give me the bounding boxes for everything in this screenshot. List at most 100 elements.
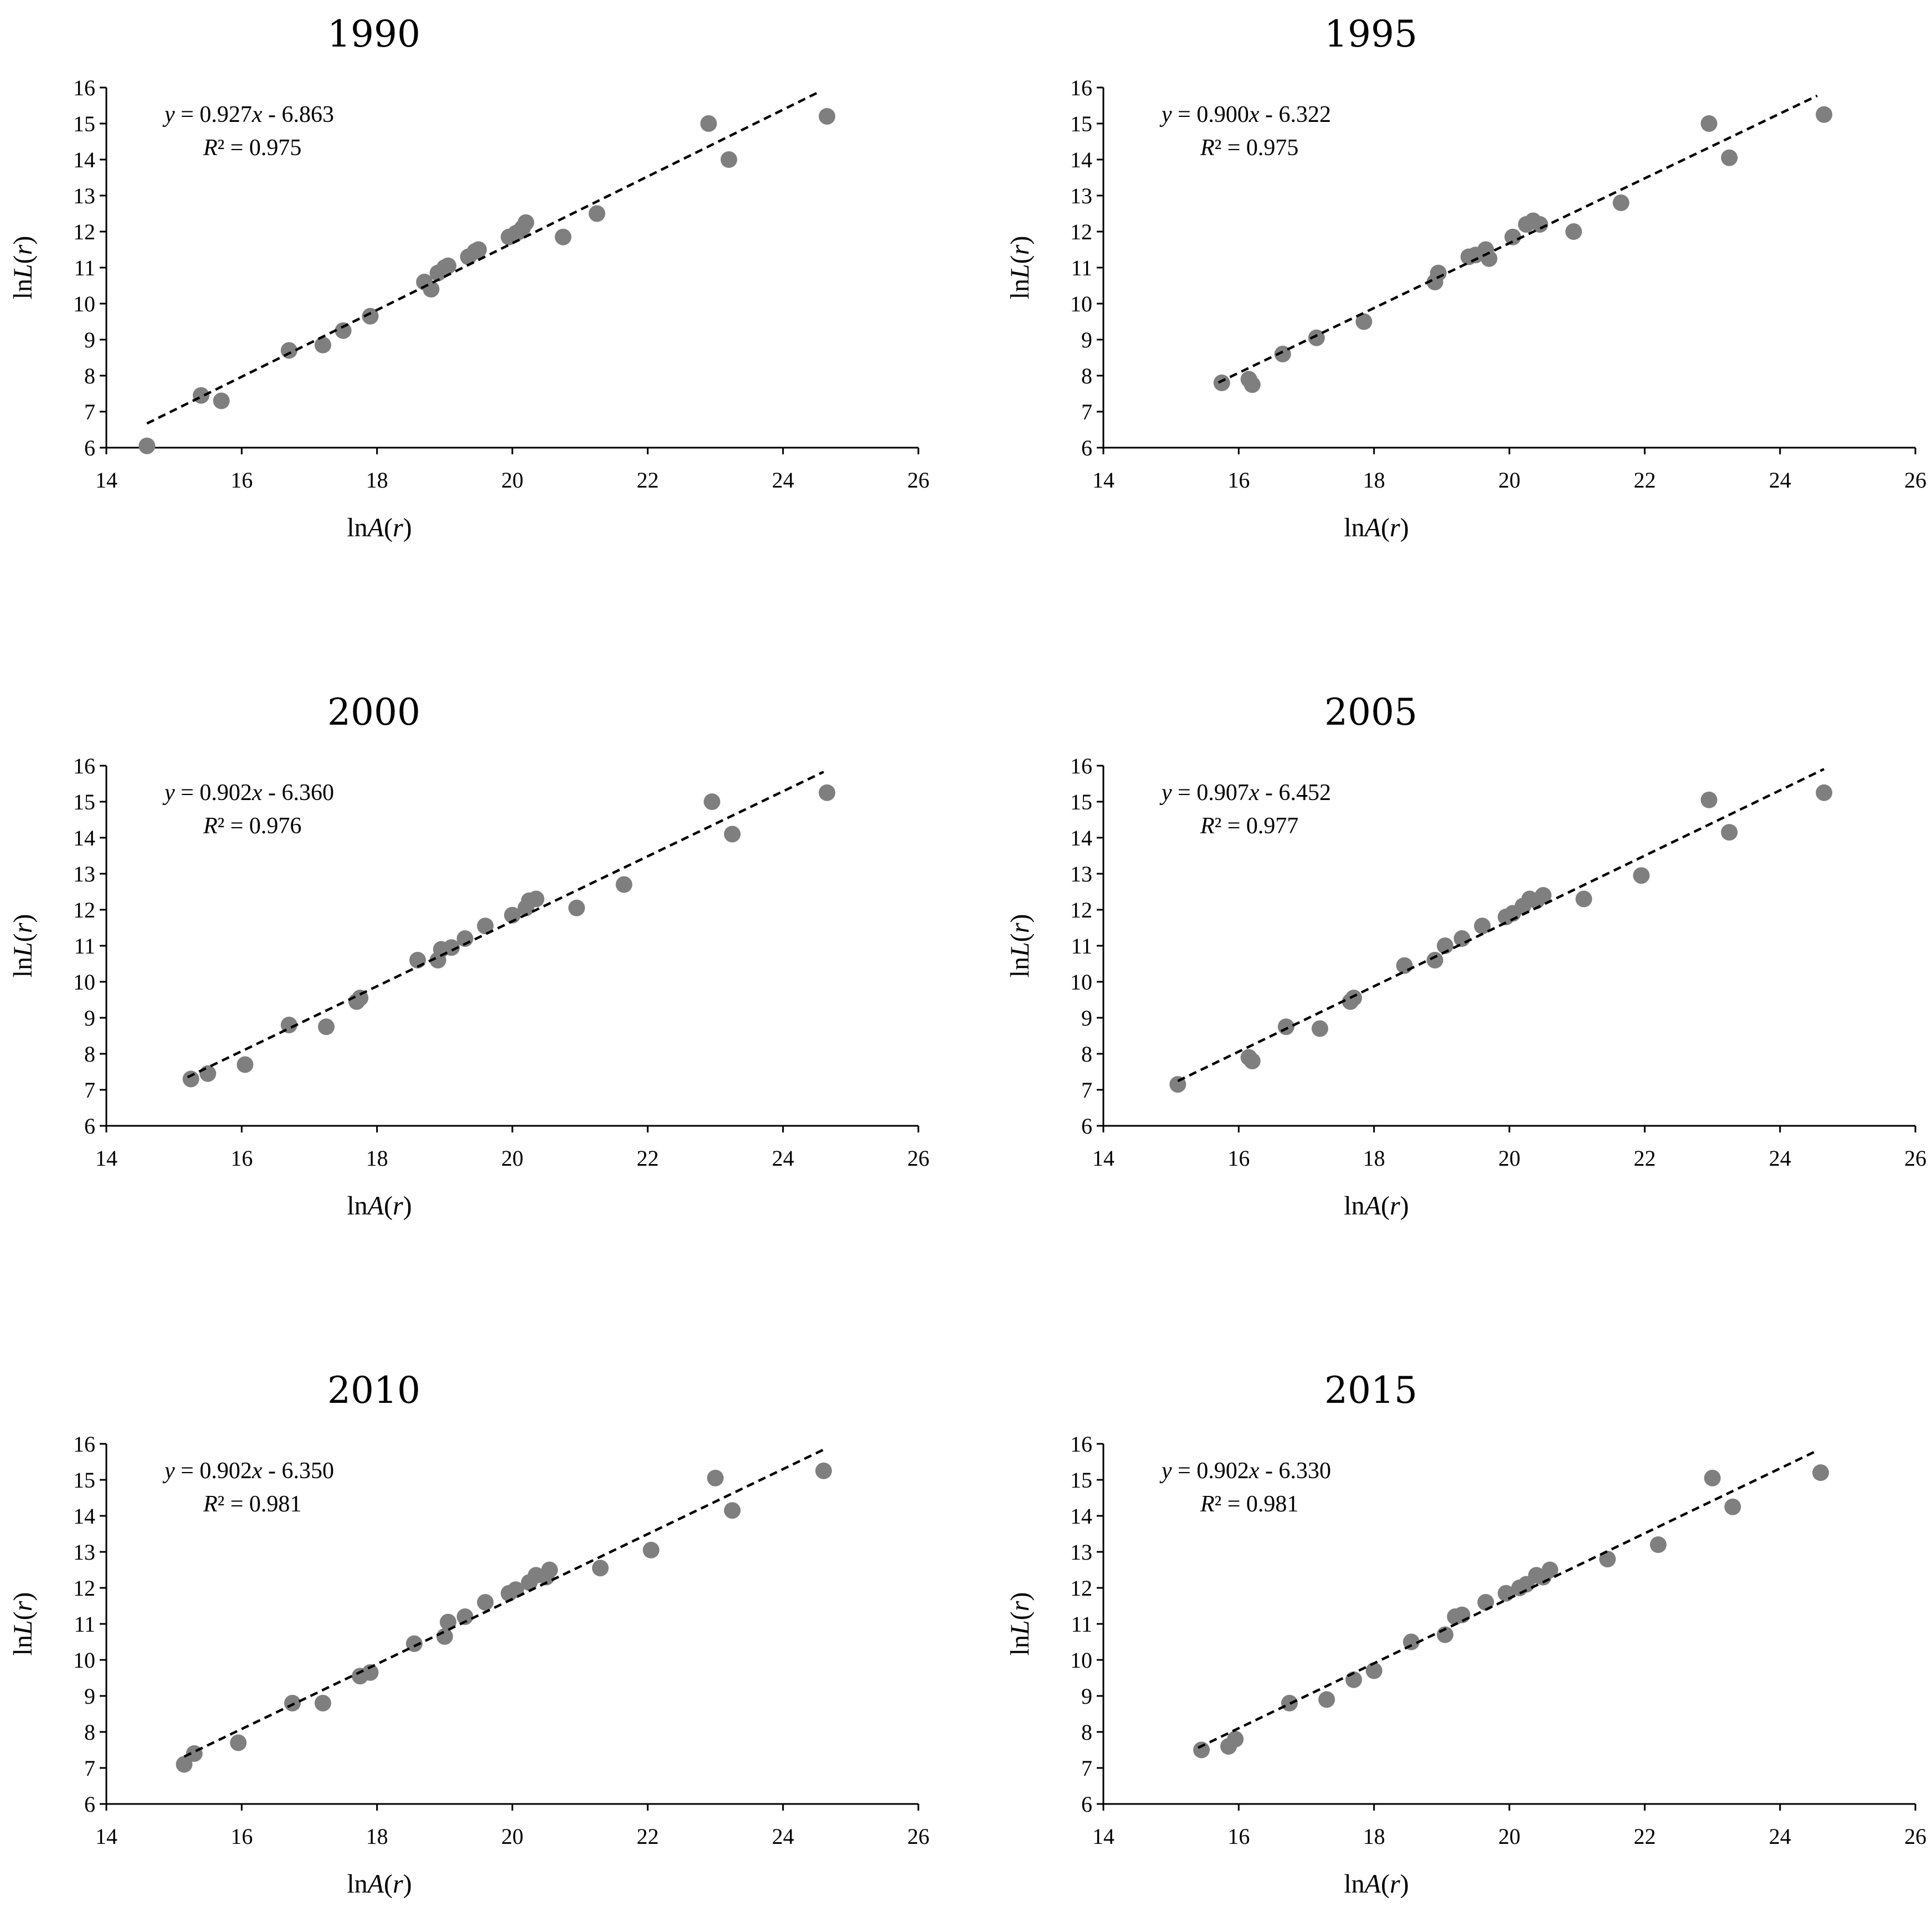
- data-point: [1436, 937, 1453, 954]
- data-point: [314, 1695, 331, 1711]
- x-tick-label: 26: [907, 468, 929, 493]
- y-axis-label-prefix: ln: [1005, 957, 1035, 977]
- y-tick-label: 13: [73, 1540, 95, 1565]
- x-tick-label: 20: [1498, 1824, 1520, 1849]
- equation-slope: = 0.927: [175, 102, 252, 127]
- data-point: [527, 890, 544, 908]
- y-axis-label-open: (: [1005, 933, 1035, 942]
- data-point: [1345, 990, 1363, 1007]
- x-axis-label-close: ): [1400, 1869, 1409, 1899]
- equation-slope: = 0.907: [1172, 780, 1249, 806]
- y-tick-label: 14: [73, 1504, 95, 1529]
- equation-intercept: - 6.452: [1260, 780, 1332, 806]
- x-tick-label: 24: [1769, 468, 1791, 493]
- y-axis-label-arg: r: [8, 922, 38, 933]
- data-point: [1535, 887, 1552, 904]
- equation-intercept: - 6.322: [1260, 102, 1332, 127]
- y-tick-label: 11: [1071, 1612, 1092, 1637]
- data-point: [724, 826, 741, 843]
- y-axis-label-close: ): [8, 236, 38, 245]
- y-axis-label: lnL(r): [1005, 236, 1035, 300]
- data-point: [700, 115, 717, 132]
- data-point: [1575, 890, 1592, 908]
- data-point: [703, 793, 721, 810]
- panel-title: 2005: [1324, 691, 1417, 734]
- x-tick-label: 14: [1092, 468, 1114, 493]
- data-point: [335, 322, 352, 339]
- data-point: [1474, 917, 1491, 935]
- y-axis-label: lnL(r): [1005, 914, 1035, 978]
- data-point: [1724, 1498, 1741, 1515]
- x-tick-label: 22: [1633, 1146, 1656, 1171]
- x-tick-label: 18: [1363, 1146, 1385, 1171]
- y-axis-label: lnL(r): [8, 914, 38, 978]
- y-tick-label: 11: [74, 255, 95, 280]
- r-squared-value: ² = 0.976: [218, 813, 302, 839]
- x-axis-label-var: A: [1363, 1869, 1381, 1899]
- y-tick-label: 13: [73, 862, 95, 886]
- y-tick-label: 12: [1070, 219, 1092, 244]
- x-axis-label-prefix: ln: [347, 1191, 367, 1221]
- x-tick-label: 20: [501, 1824, 523, 1849]
- data-point: [1213, 375, 1230, 391]
- data-point: [1311, 1020, 1328, 1037]
- x-axis-label-open: (: [384, 1869, 393, 1899]
- data-point: [815, 1462, 832, 1479]
- equation-x: x: [251, 780, 263, 806]
- r-squared: R² = 0.981: [1200, 1491, 1298, 1517]
- data-point: [1308, 329, 1325, 346]
- data-point: [504, 906, 521, 924]
- data-point: [176, 1756, 193, 1773]
- y-tick-label: 6: [1081, 1792, 1092, 1817]
- data-point: [443, 939, 460, 956]
- x-tick-label: 18: [366, 468, 388, 493]
- y-tick-label: 15: [73, 111, 95, 136]
- r-squared-value: ² = 0.981: [1215, 1491, 1299, 1517]
- trendline: [146, 90, 821, 425]
- y-tick-label: 15: [73, 790, 95, 814]
- trendline: [187, 771, 824, 1079]
- r-squared-value: ² = 0.981: [218, 1491, 302, 1517]
- y-tick-label: 14: [1070, 826, 1092, 850]
- equation-x: x: [1248, 102, 1260, 127]
- x-axis-label-prefix: ln: [347, 513, 367, 542]
- data-point: [314, 336, 331, 353]
- y-axis-label-open: (: [8, 255, 38, 264]
- y-axis-label-var: L: [1005, 264, 1035, 279]
- y-tick-label: 15: [1070, 790, 1092, 814]
- data-point: [1542, 1561, 1559, 1578]
- y-tick-label: 12: [73, 219, 95, 244]
- y-tick-label: 9: [1081, 327, 1092, 352]
- x-axis-label-open: (: [1381, 1191, 1390, 1221]
- x-tick-label: 16: [1227, 1146, 1250, 1171]
- y-axis-label-close: ): [8, 914, 38, 923]
- y-axis-label-close: ): [1005, 236, 1035, 245]
- x-tick-label: 18: [366, 1146, 388, 1171]
- x-tick-label: 26: [1904, 1824, 1926, 1849]
- y-tick-label: 7: [1081, 1756, 1092, 1781]
- x-axis-label-var: A: [366, 513, 384, 542]
- r-squared: R² = 0.975: [203, 135, 301, 161]
- x-tick-label: 24: [1769, 1146, 1791, 1171]
- x-tick-label: 16: [1227, 468, 1250, 493]
- x-axis-label-var: A: [1363, 513, 1381, 542]
- y-tick-label: 12: [1070, 898, 1092, 922]
- data-point: [541, 1561, 558, 1578]
- y-tick-label: 14: [1070, 147, 1092, 172]
- x-axis-label-close: ): [1400, 1191, 1409, 1221]
- y-tick-label: 7: [84, 1756, 95, 1781]
- data-point: [707, 1469, 724, 1486]
- y-axis-label-prefix: ln: [8, 279, 38, 299]
- equation-x: x: [251, 102, 263, 127]
- x-tick-label: 20: [1498, 1146, 1520, 1171]
- y-tick-label: 7: [84, 399, 95, 424]
- data-point: [456, 1608, 474, 1625]
- y-tick-label: 16: [1070, 1432, 1092, 1457]
- y-axis-label-close: ): [1005, 1592, 1035, 1601]
- y-tick-label: 10: [1070, 970, 1092, 995]
- x-tick-label: 20: [501, 1146, 523, 1171]
- regression-equation: y = 0.927x - 6.863: [162, 102, 334, 127]
